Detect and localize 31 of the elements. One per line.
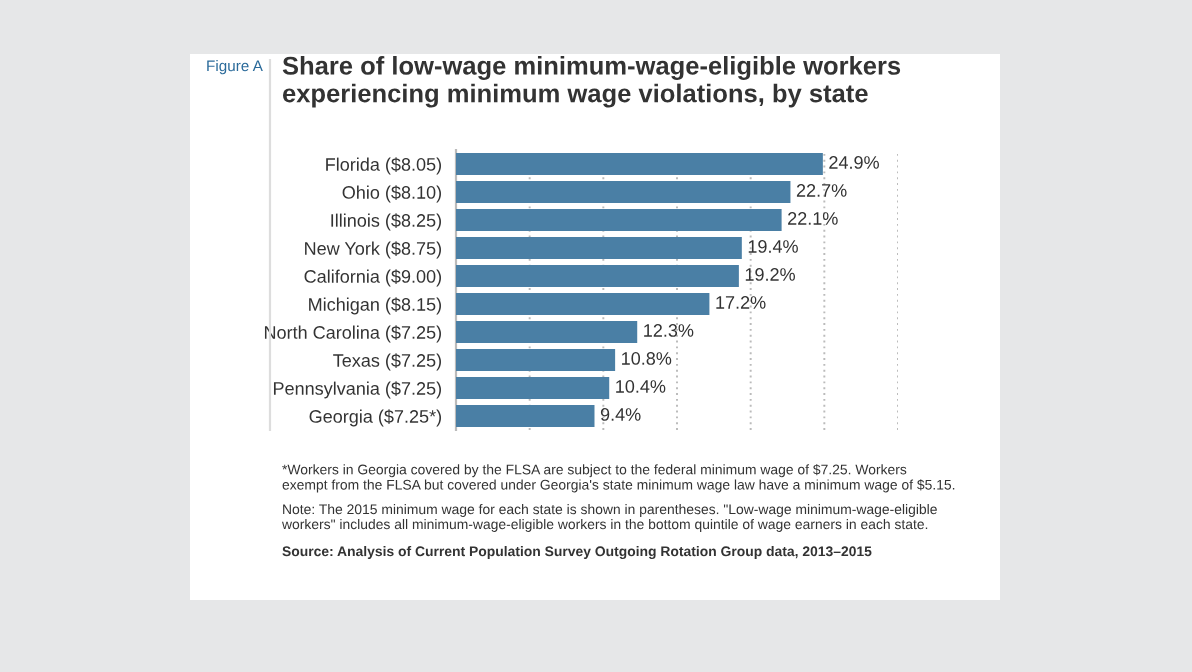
bar xyxy=(456,349,616,371)
bar xyxy=(456,181,791,203)
bar xyxy=(456,293,710,315)
data-label: 12.3% xyxy=(644,324,694,337)
data-label: 19.4% xyxy=(748,240,798,253)
bar xyxy=(456,209,782,231)
y-tick-label: Ohio ($8.10) xyxy=(342,185,441,203)
bar xyxy=(456,265,739,287)
data-label: 22.1% xyxy=(788,212,838,225)
y-tick-label: Georgia ($7.25*) xyxy=(309,409,441,427)
bar xyxy=(456,237,742,259)
data-label: 10.8% xyxy=(622,352,672,365)
y-tick-label: North Carolina ($7.25) xyxy=(264,325,441,343)
y-tick-label: New York ($8.75) xyxy=(305,241,441,259)
chart-title: Share of low-wage minimum-wage-eligible workers experiencing minimum wage violations, by state xyxy=(282,56,901,108)
data-label: 19.2% xyxy=(745,268,795,281)
data-label: 22.7% xyxy=(796,184,847,197)
data-label: 9.4% xyxy=(600,408,641,421)
data-label: 24.9% xyxy=(829,156,879,169)
bar xyxy=(456,377,610,399)
data-label: 10.4% xyxy=(616,380,666,393)
y-tick-label: Florida ($8.05) xyxy=(326,157,441,175)
data-label: 17.2% xyxy=(716,296,766,309)
y-tick-label: Pennsylvania ($7.25) xyxy=(273,381,441,399)
y-tick-label: California ($9.00) xyxy=(304,269,441,287)
bar xyxy=(456,153,823,175)
bar xyxy=(456,321,638,343)
y-tick-label: Michigan ($8.15) xyxy=(309,297,441,315)
y-tick-label: Illinois ($8.25) xyxy=(331,213,441,231)
bar xyxy=(456,405,595,427)
y-tick-label: Texas ($7.25) xyxy=(333,353,441,371)
